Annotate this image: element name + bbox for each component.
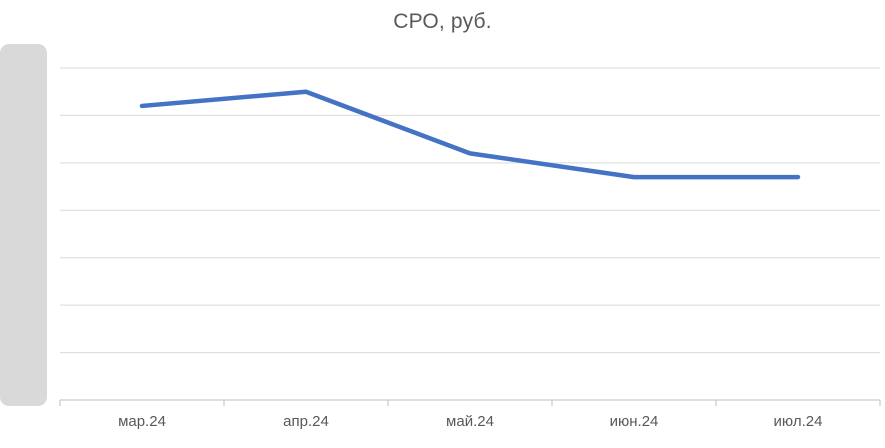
x-tick-label: июл.24 — [774, 413, 823, 430]
series-line — [139, 89, 801, 180]
x-tick-label: май.24 — [446, 413, 494, 430]
x-tick-label: июн.24 — [610, 413, 659, 430]
x-tick-label: апр.24 — [283, 413, 329, 430]
x-tick-label: мар.24 — [118, 413, 166, 430]
y-axis-redaction-overlay — [0, 44, 47, 406]
chart-title: СРО, руб. — [393, 10, 492, 33]
